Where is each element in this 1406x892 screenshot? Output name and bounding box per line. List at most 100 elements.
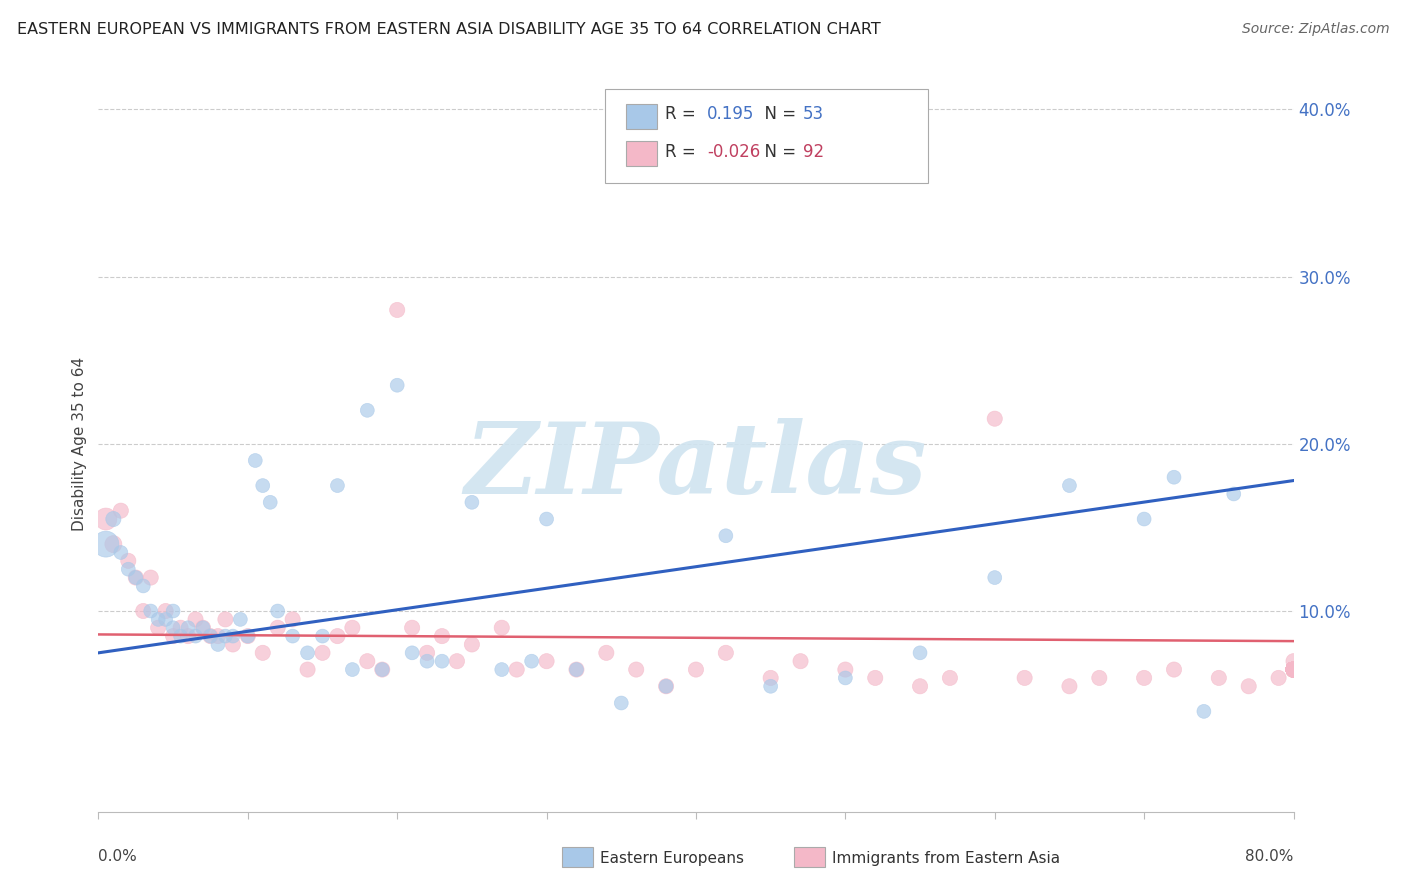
Point [461,637,484,651]
Point [281,629,304,643]
Point [191,621,214,635]
Point [297,646,319,660]
Point [259,495,281,509]
Point [94,537,117,551]
Point [132,579,155,593]
Text: R =: R = [665,105,702,123]
Point [1282,663,1305,677]
Point [401,621,423,635]
Text: 0.195: 0.195 [707,105,755,123]
Point [1088,671,1111,685]
Point [110,503,132,517]
Point [326,629,349,643]
Point [1282,663,1305,677]
Point [1282,663,1305,677]
Point [207,629,229,643]
Text: -0.026: -0.026 [707,143,761,161]
Point [162,604,184,618]
Point [177,621,200,635]
Point [214,612,236,626]
Text: Eastern Europeans: Eastern Europeans [600,851,744,866]
Point [416,646,439,660]
Point [834,671,856,685]
Point [155,604,177,618]
Point [191,621,214,635]
Point [491,621,513,635]
Text: 0.0%: 0.0% [98,848,138,863]
Point [491,663,513,677]
Text: Source: ZipAtlas.com: Source: ZipAtlas.com [1241,22,1389,37]
Point [1282,663,1305,677]
Point [1133,512,1156,526]
Text: 80.0%: 80.0% [1246,848,1294,863]
Point [1282,663,1305,677]
Point [655,679,678,693]
Point [1282,663,1305,677]
Point [385,378,409,392]
Point [1282,663,1305,677]
Point [626,663,648,677]
Point [714,529,737,543]
Point [222,629,245,643]
Point [184,612,207,626]
Point [1282,663,1305,677]
Point [1282,663,1305,677]
Point [139,571,162,585]
Point [267,621,290,635]
Point [714,646,737,660]
Point [1223,487,1246,501]
Point [1282,663,1305,677]
Y-axis label: Disability Age 35 to 64: Disability Age 35 to 64 [72,357,87,531]
Point [281,612,304,626]
Point [1282,663,1305,677]
Point [1282,663,1305,677]
Point [655,679,678,693]
Point [1059,478,1081,492]
Point [430,654,453,668]
Point [1282,663,1305,677]
Point [356,654,378,668]
Point [229,612,252,626]
Point [536,512,558,526]
Point [1282,663,1305,677]
Point [1282,663,1305,677]
Point [311,629,333,643]
Point [1192,705,1215,719]
Point [184,629,207,643]
Point [155,612,177,626]
Point [371,663,394,677]
Point [139,604,162,618]
Point [177,629,200,643]
Point [1282,663,1305,677]
Point [1282,663,1305,677]
Point [536,654,558,668]
Point [1282,663,1305,677]
Point [1282,663,1305,677]
Point [1282,663,1305,677]
Point [245,453,267,467]
Point [401,646,423,660]
Point [1282,663,1305,677]
Point [834,663,856,677]
Point [1282,654,1305,668]
Point [371,663,394,677]
Point [169,629,191,643]
Point [1282,663,1305,677]
Point [1282,663,1305,677]
Point [416,654,439,668]
Text: 53: 53 [803,105,824,123]
Point [1014,671,1036,685]
Point [1282,663,1305,677]
Point [1282,663,1305,677]
Text: 92: 92 [803,143,824,161]
Point [162,629,184,643]
Point [685,663,707,677]
Point [865,671,887,685]
Point [1267,671,1289,685]
Point [267,604,290,618]
Point [252,646,274,660]
Point [148,621,170,635]
Point [908,646,931,660]
Point [1163,470,1185,484]
Text: ZIPatlas: ZIPatlas [465,417,927,514]
